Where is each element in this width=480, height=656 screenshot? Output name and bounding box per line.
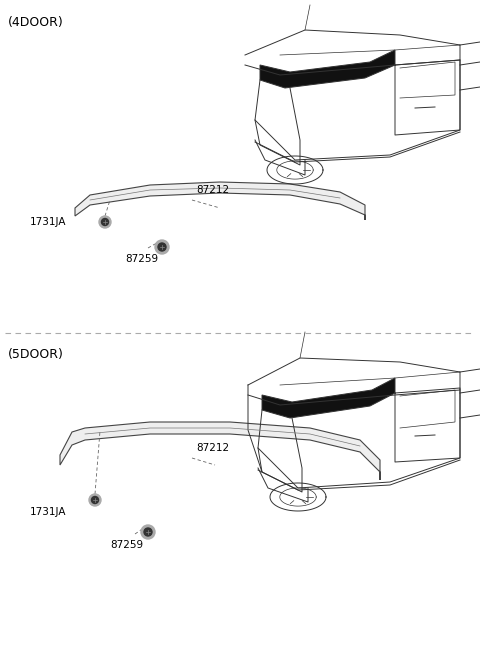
Circle shape [155, 240, 169, 254]
Text: 87259: 87259 [110, 540, 143, 550]
Text: 1731JA: 1731JA [30, 507, 67, 517]
Circle shape [141, 525, 155, 539]
Polygon shape [262, 378, 395, 418]
Circle shape [144, 528, 152, 536]
Circle shape [89, 494, 101, 506]
Text: 1731JA: 1731JA [30, 217, 67, 227]
Text: (5DOOR): (5DOOR) [8, 348, 64, 361]
Polygon shape [75, 182, 365, 220]
Polygon shape [260, 50, 395, 88]
Text: 87259: 87259 [125, 254, 158, 264]
Circle shape [99, 216, 111, 228]
Text: 87212: 87212 [196, 185, 229, 195]
Polygon shape [60, 422, 380, 480]
Circle shape [158, 243, 166, 251]
Circle shape [101, 218, 108, 226]
Circle shape [92, 497, 98, 504]
Text: 87212: 87212 [196, 443, 229, 453]
Text: (4DOOR): (4DOOR) [8, 16, 64, 29]
